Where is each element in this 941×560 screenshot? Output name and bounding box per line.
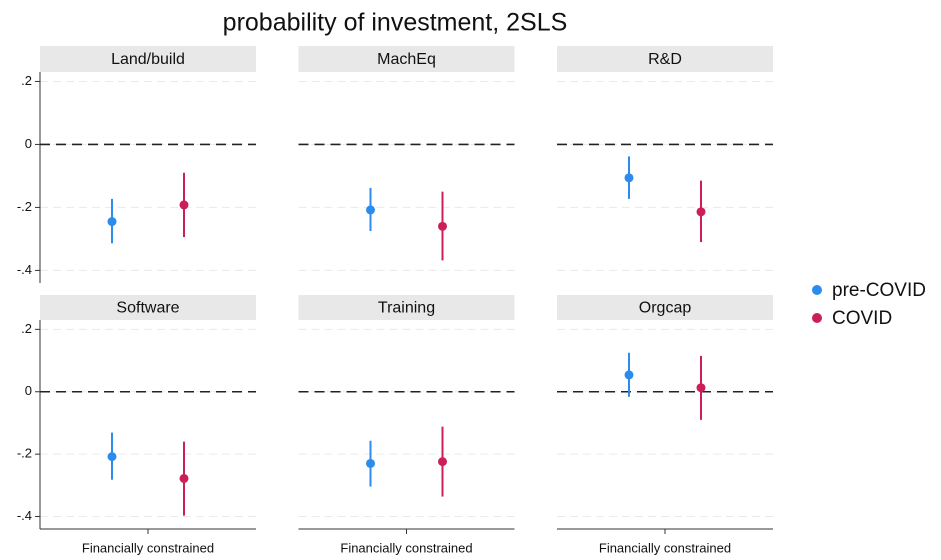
panel-title: Training [378,300,435,317]
panel-title: Orgcap [639,300,692,317]
panel-title: Software [116,300,179,317]
point [624,173,634,183]
panel-strip [40,295,256,320]
point [438,457,447,467]
panel-title: MachEq [377,51,436,68]
point [107,217,117,227]
y-tick-label: -.4 [17,262,32,277]
point [624,370,634,380]
panel-strip [40,46,256,72]
y-tick-label: 0 [25,136,32,151]
point [179,473,189,483]
y-tick-label: -.2 [17,446,32,461]
panel-title: Land/build [111,51,185,68]
point [438,221,447,231]
x-tick-label: Financially constrained [599,540,731,555]
legend-swatch [812,285,822,295]
chart-title: probability of investment, 2SLS [223,9,568,37]
point [107,452,117,462]
point [696,207,706,217]
point [366,458,375,468]
panel-strip [298,295,515,320]
y-tick-label: -.4 [17,508,32,523]
y-tick-label: .2 [21,73,32,88]
panel-strip [557,295,773,320]
panel-strip [298,46,515,72]
y-tick-label: 0 [25,383,32,398]
panel-strip [557,46,773,72]
x-tick-label: Financially constrained [82,540,214,555]
point [366,205,375,215]
y-tick-label: -.2 [17,199,32,214]
panel-title: R&D [648,51,682,68]
point [179,200,189,210]
legend-label: COVID [832,308,892,329]
legend-label: pre-COVID [832,280,926,301]
y-tick-label: .2 [21,321,32,336]
point [696,383,706,393]
legend-swatch [812,313,822,323]
x-tick-label: Financially constrained [340,540,472,555]
